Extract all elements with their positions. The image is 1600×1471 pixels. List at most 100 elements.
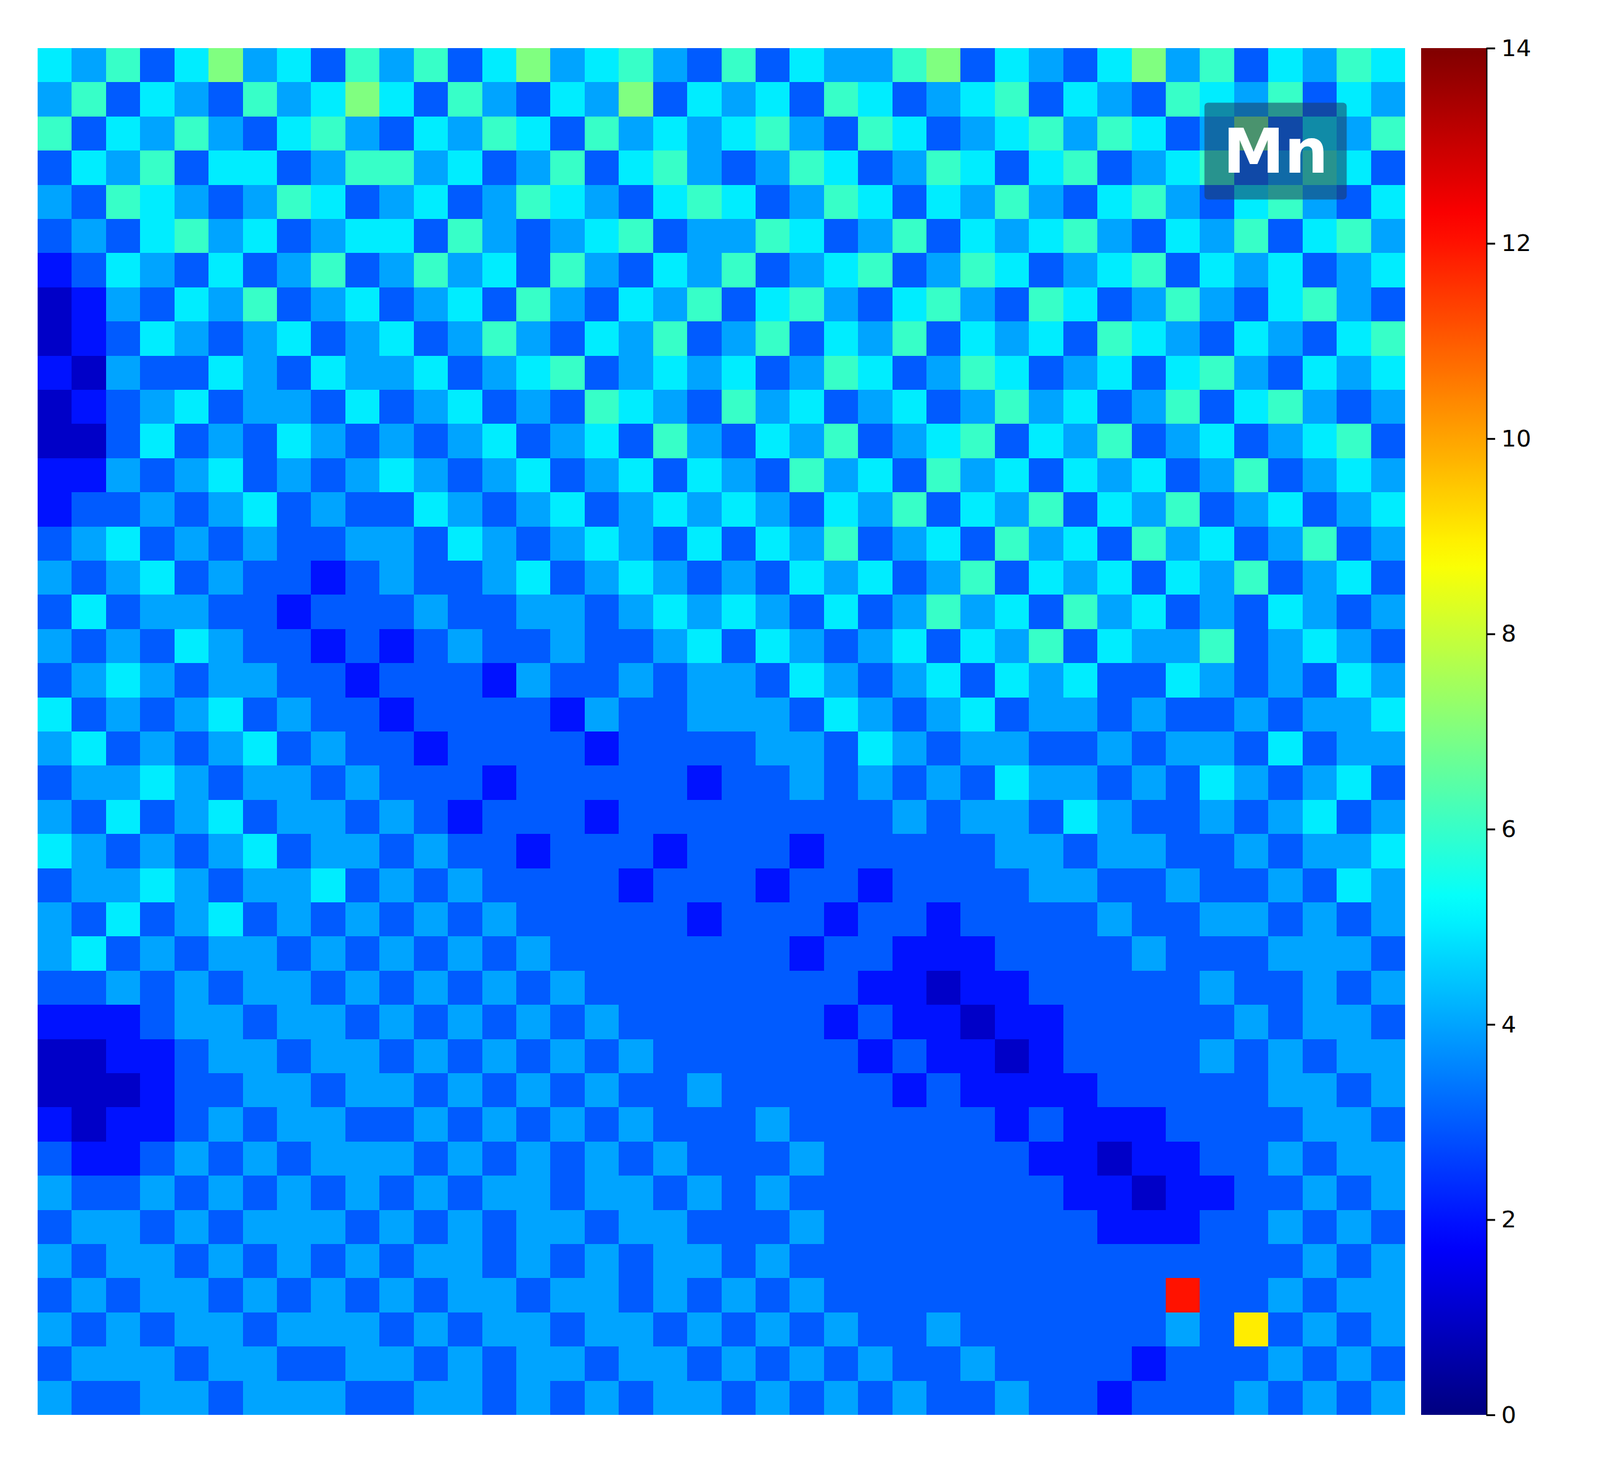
heatmap-cell (926, 82, 961, 117)
heatmap-cell (1063, 697, 1098, 733)
heatmap-cell (37, 252, 73, 288)
heatmap-cell (1268, 868, 1303, 904)
heatmap-cell (994, 185, 1030, 220)
heatmap-cell (994, 389, 1030, 425)
heatmap-cell (1371, 287, 1406, 322)
heatmap-cell (1371, 492, 1406, 527)
heatmap-cell (1131, 970, 1167, 1006)
heatmap-cell (1028, 321, 1064, 356)
heatmap-cell (687, 492, 722, 527)
heatmap-cell (1131, 1141, 1167, 1177)
heatmap-cell (174, 1244, 210, 1279)
heatmap-cell (1234, 1175, 1269, 1211)
heatmap-cell (106, 697, 141, 733)
heatmap-cell (824, 218, 859, 254)
heatmap-cell (208, 526, 244, 562)
heatmap-cell (892, 1107, 928, 1142)
heatmap-cell (174, 150, 210, 186)
heatmap-cell (857, 526, 893, 562)
heatmap-cell (243, 1278, 278, 1313)
heatmap-cell (1336, 663, 1372, 698)
heatmap-cell (482, 1346, 517, 1382)
heatmap-cell (857, 116, 893, 152)
heatmap-cell (994, 150, 1030, 186)
heatmap-cell (618, 150, 654, 186)
heatmap-cell (345, 765, 380, 800)
heatmap-cell (892, 82, 928, 117)
heatmap-cell (994, 1210, 1030, 1245)
heatmap-cell (276, 765, 312, 800)
heatmap-cell (687, 116, 722, 152)
heatmap-cell (653, 321, 688, 356)
heatmap-cell (243, 150, 278, 186)
heatmap-cell (71, 800, 107, 835)
heatmap-cell (208, 321, 244, 356)
heatmap-cell (174, 389, 210, 425)
heatmap-cell (721, 970, 757, 1006)
heatmap-cell (1199, 594, 1235, 630)
heatmap-cell (1302, 1278, 1338, 1313)
heatmap-cell (1234, 1141, 1269, 1177)
heatmap-cell (243, 1073, 278, 1108)
heatmap-cell (755, 594, 791, 630)
heatmap-cell (379, 594, 414, 630)
heatmap-cell (1131, 423, 1167, 459)
heatmap-cell (755, 765, 791, 800)
heatmap-cell (789, 48, 825, 83)
heatmap-cell (1097, 1107, 1132, 1142)
heatmap-cell (857, 48, 893, 83)
heatmap-cell (550, 185, 585, 220)
heatmap-cell (310, 1004, 346, 1040)
heatmap-cell (892, 1278, 928, 1313)
heatmap-cell (1063, 458, 1098, 493)
heatmap-cell (447, 355, 483, 391)
heatmap-cell (106, 1244, 141, 1279)
heatmap-cell (1063, 560, 1098, 596)
heatmap-cell (413, 185, 449, 220)
heatmap-cell (1234, 389, 1269, 425)
heatmap-cell (653, 185, 688, 220)
heatmap-cell (243, 1141, 278, 1177)
heatmap-cell (1302, 458, 1338, 493)
heatmap-cell (857, 185, 893, 220)
heatmap-cell (687, 526, 722, 562)
heatmap-cell (960, 594, 995, 630)
heatmap-cell (994, 697, 1030, 733)
heatmap-cell (960, 970, 995, 1006)
heatmap-cell (1234, 1073, 1269, 1108)
heatmap-cell (1234, 1004, 1269, 1040)
heatmap-cell (994, 1004, 1030, 1040)
heatmap-cell (208, 150, 244, 186)
heatmap-cell (618, 185, 654, 220)
heatmap-cell (1199, 252, 1235, 288)
heatmap-cell (994, 594, 1030, 630)
heatmap-cell (106, 1210, 141, 1245)
heatmap-cell (1371, 218, 1406, 254)
heatmap-cell (1097, 116, 1132, 152)
heatmap-cell (1199, 1039, 1235, 1074)
heatmap-cell (1131, 663, 1167, 698)
heatmap-cell (447, 1381, 483, 1415)
heatmap-cell (755, 526, 791, 562)
heatmap-cell (1063, 833, 1098, 869)
heatmap-cell (960, 731, 995, 767)
heatmap-cell (447, 423, 483, 459)
heatmap-cell (789, 1278, 825, 1313)
heatmap-cell (1131, 1278, 1167, 1313)
colorbar-axis: 02468101214 (1486, 34, 1531, 1429)
heatmap-cell (618, 1381, 654, 1415)
heatmap-cell (310, 1312, 346, 1348)
heatmap-cell (208, 833, 244, 869)
heatmap-cell (243, 423, 278, 459)
heatmap-cell (447, 321, 483, 356)
heatmap-cell (1302, 492, 1338, 527)
heatmap-cell (37, 492, 73, 527)
heatmap-cell (824, 82, 859, 117)
heatmap-cell (310, 560, 346, 596)
heatmap-cell (1097, 594, 1132, 630)
heatmap-cell (345, 800, 380, 835)
heatmap-cell (1302, 1107, 1338, 1142)
heatmap-cell (1371, 970, 1406, 1006)
heatmap-cell (1063, 970, 1098, 1006)
heatmap-cell (926, 765, 961, 800)
